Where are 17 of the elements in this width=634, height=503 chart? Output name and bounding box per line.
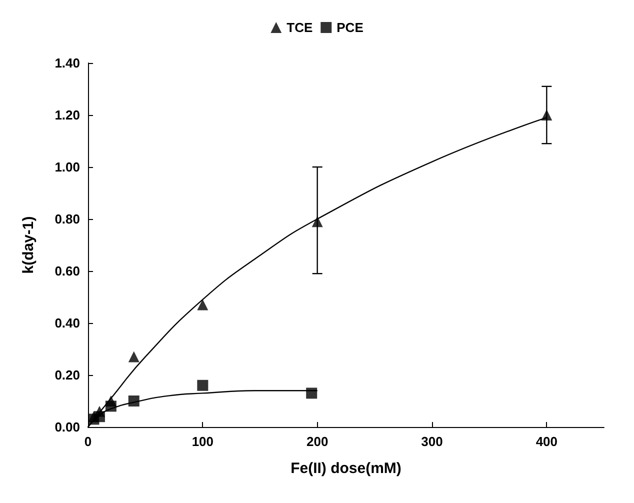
y-tick-label: 0.80 (54, 212, 80, 226)
y-tick-label: 1.20 (54, 108, 80, 122)
legend-label: TCE (286, 20, 313, 35)
x-axis-title: Fe(II) dose(mM) (290, 460, 402, 477)
y-axis-title: k(day-1) (20, 216, 37, 274)
y-tick-label: 1.40 (54, 56, 80, 70)
x-tick-label: 0 (84, 434, 92, 449)
y-tick-label: 1.00 (54, 160, 80, 174)
x-tick-label: 400 (536, 434, 558, 449)
x-tick-label: 200 (306, 434, 328, 449)
y-tick-label: 0.60 (54, 264, 80, 278)
x-tick-label: 300 (421, 434, 443, 449)
y-tick-label: 0.20 (54, 368, 80, 382)
x-tick-label: 100 (192, 434, 214, 449)
legend-label: PCE (336, 20, 364, 35)
y-tick-label: 0.00 (54, 420, 80, 434)
y-tick-label: 0.40 (54, 316, 80, 330)
